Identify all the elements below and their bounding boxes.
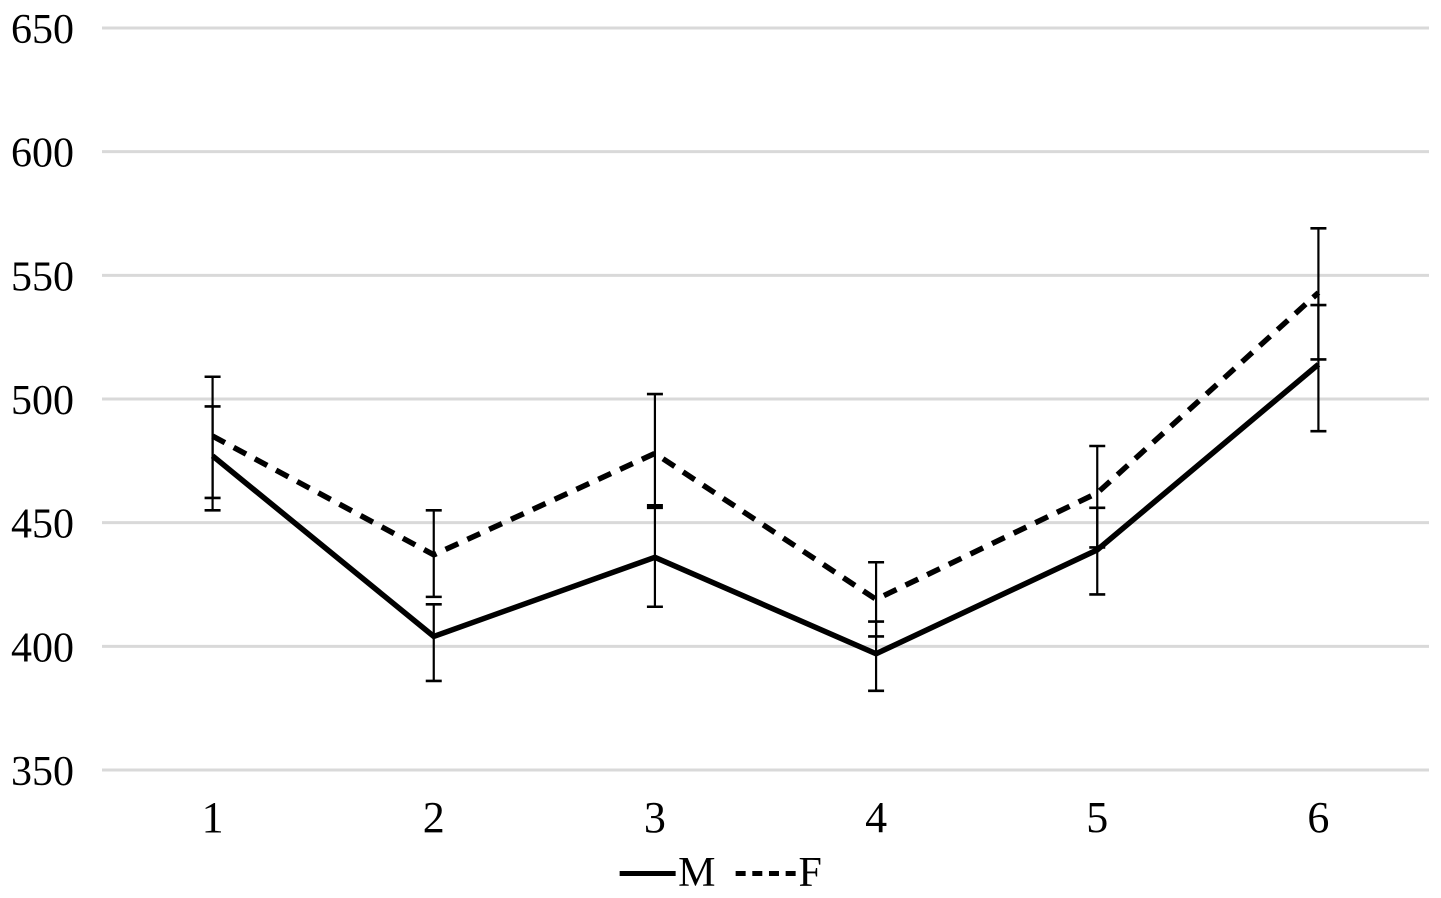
legend-solid-line-icon xyxy=(619,870,676,876)
y-axis-tick-label: 400 xyxy=(11,625,74,671)
chart-legend: M F xyxy=(619,852,822,894)
y-axis-tick-label: 650 xyxy=(11,7,74,53)
x-axis-tick-label: 6 xyxy=(1307,793,1329,842)
x-axis-tick-label: 3 xyxy=(644,793,666,842)
y-axis-tick-label: 350 xyxy=(11,749,74,795)
legend-dashed-line-icon xyxy=(735,870,796,876)
y-axis-tick-label: 450 xyxy=(11,502,74,548)
x-axis-tick-label: 1 xyxy=(202,793,224,842)
y-axis-tick-label: 600 xyxy=(11,131,74,177)
x-axis-tick-label: 2 xyxy=(423,793,445,842)
y-axis-tick-label: 500 xyxy=(11,378,74,424)
legend-item-m: M xyxy=(619,850,716,896)
series-line-m xyxy=(210,362,1321,657)
y-axis-tick-label: 550 xyxy=(11,254,74,300)
legend-item-f: F xyxy=(735,850,822,896)
legend-label-m: M xyxy=(678,850,716,896)
x-axis-tick-label: 4 xyxy=(865,793,887,842)
x-axis-tick-label: 5 xyxy=(1086,793,1108,842)
series-line-f xyxy=(211,290,1321,603)
legend-label-f: F xyxy=(798,850,822,896)
